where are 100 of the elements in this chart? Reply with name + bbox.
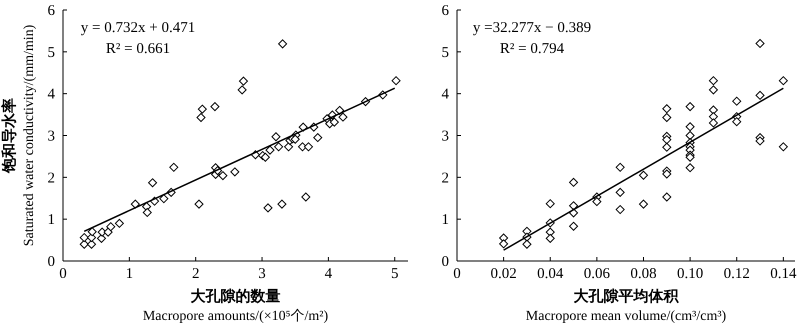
x-tick-label: 2 [192,266,200,282]
point [106,222,116,232]
point [569,222,578,231]
point [392,76,401,86]
y-tick-label: 3 [442,128,449,144]
point [88,227,97,236]
point [686,163,695,172]
point [274,142,284,152]
point [114,218,124,228]
point [169,162,178,172]
x-tick-label: 0.06 [584,266,610,282]
point [80,240,89,249]
point [194,200,204,209]
point [278,39,288,48]
point [230,167,240,176]
y-tick-label: 6 [48,3,56,19]
point [662,169,672,178]
y-tick-label: 0 [48,254,55,270]
y-tick-label: 6 [442,3,450,19]
point [662,113,672,122]
point [778,142,788,152]
point [592,197,602,206]
point [686,122,695,132]
y-tick-label: 4 [442,86,450,103]
point [708,76,718,86]
x-tick-label: 3 [258,266,266,282]
point [616,205,625,214]
x-tick-label: 5 [390,266,398,282]
point [732,117,742,126]
point [638,170,648,180]
point [198,104,207,114]
point [708,118,718,128]
point [662,192,672,202]
point [284,142,294,152]
point [338,112,348,122]
point [264,203,273,212]
point [266,146,274,155]
point [238,85,247,94]
x-axis-title: 大孔隙的数量 Macropore amounts/(×10⁵个/m²) [142,288,328,324]
y-tick-label: 2 [442,170,449,186]
y-tick-label: 3 [48,128,55,144]
annotation: y =32.277x − 0.389 [472,20,592,36]
point [130,200,140,209]
point [638,200,648,209]
point [271,132,280,142]
annotation: R² = 0.661 [106,41,170,57]
point [260,152,270,162]
point [313,133,322,142]
y-tick-label: 4 [48,86,56,103]
y-tick-label: 0 [442,254,449,270]
point [686,152,695,162]
y-tick-label: 2 [48,170,55,186]
point [686,131,695,140]
point [96,234,106,243]
point [80,233,89,242]
point [616,162,625,172]
x-tick-label: 1 [126,266,134,282]
x-tick-label: 0.10 [676,266,704,282]
y-tick-label: 1 [48,212,55,228]
point [756,90,765,100]
point [708,85,718,94]
x-tick-label: 0.14 [770,266,797,282]
y-tick-label: 5 [48,44,55,61]
annotation: y = 0.732x + 0.471 [80,20,196,36]
point [210,102,220,112]
point [708,105,718,114]
point [662,135,672,144]
point [196,113,206,122]
point [304,142,313,152]
point [686,102,695,112]
x-tick-label: 0.12 [724,266,750,282]
point [569,178,578,187]
x-tick-label: 0.04 [537,266,564,282]
point [662,142,672,152]
point [546,199,555,208]
x-tick-label: 4 [324,266,333,282]
point [159,194,168,204]
point [522,240,532,249]
point [756,136,765,146]
point [616,188,625,197]
x-tick-label: 0.08 [630,266,657,282]
point [330,118,339,127]
point [218,171,228,180]
y-tick-label: 5 [442,44,449,61]
point [238,76,248,86]
point [301,192,310,202]
point [499,239,508,248]
point [662,104,672,114]
point [732,96,742,106]
y-axis-title: 饱和导水率 Saturated water conductivity/(mm/min) [0,24,37,246]
point [756,38,765,48]
point [277,200,286,209]
x-tick-label: 0 [453,266,461,282]
point [778,76,788,86]
y-tick-label: 1 [442,212,449,228]
annotation: R² = 0.794 [500,41,565,57]
x-tick-label: 0 [59,266,67,282]
x-tick-label: 0.02 [490,266,517,282]
x-axis-title: 大孔隙平均体积 Macropore mean volume/(cm³/cm³) [526,288,727,324]
point [148,178,158,188]
